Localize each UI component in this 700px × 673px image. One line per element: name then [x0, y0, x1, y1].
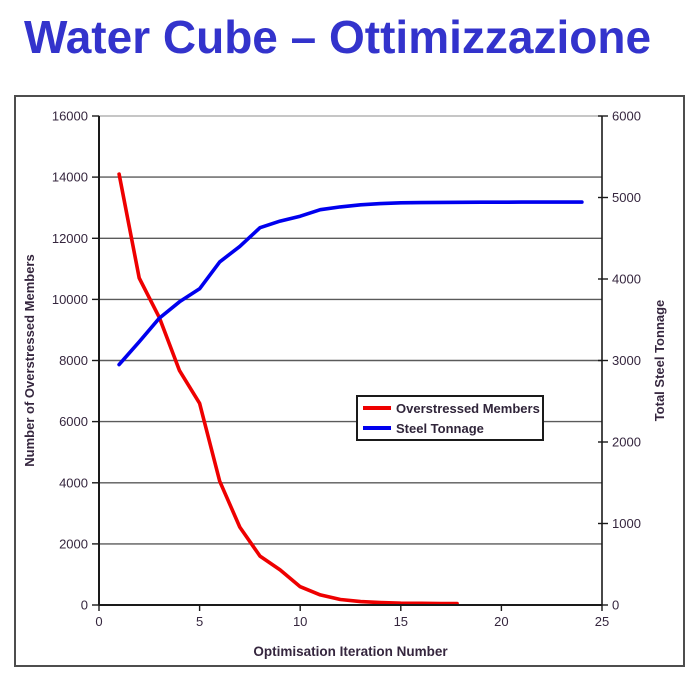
- y-left-tick-label: 4000: [59, 475, 88, 490]
- series-line-overstressed-members: [117, 172, 459, 606]
- legend-line-sample-red: [363, 406, 391, 410]
- legend-row-steel-tonnage: Steel Tonnage: [363, 419, 542, 437]
- y-right-tick-label: 2000: [612, 435, 641, 450]
- y-right-tick-label: 6000: [612, 109, 641, 124]
- y-right-tick-label: 4000: [612, 272, 641, 287]
- y-left-tick-label: 16000: [52, 109, 88, 124]
- y-right-tick-label: 1000: [612, 516, 641, 531]
- y-left-tick-label: 10000: [52, 292, 88, 307]
- y-left-tick-label: 14000: [52, 170, 88, 185]
- y-left-tick-label: 6000: [59, 414, 88, 429]
- x-tick-label: 15: [394, 614, 408, 629]
- x-tick-label: 5: [196, 614, 203, 629]
- chart-legend: Overstressed Members Steel Tonnage: [356, 395, 544, 441]
- series-line-steel-tonnage: [117, 200, 584, 367]
- x-tick-label: 25: [595, 614, 609, 629]
- chart: 0 2000 4000 6000 8000 10000 12000 14000 16000 0 10…: [14, 95, 685, 667]
- axis-title-left: Number of Overstressed Members: [22, 254, 37, 466]
- legend-line-sample-blue: [363, 426, 391, 430]
- axis-title-right: Total Steel Tonnage: [652, 300, 667, 422]
- y-left-tick-label: 0: [81, 598, 88, 613]
- y-left-tick-label: 12000: [52, 231, 88, 246]
- y-left-tick-label: 2000: [59, 536, 88, 551]
- x-tick-label: 0: [95, 614, 102, 629]
- x-tick-label: 20: [494, 614, 508, 629]
- chart-plot: 0200040006000800010000120001400016000010…: [14, 95, 685, 667]
- axis-title-bottom: Optimisation Iteration Number: [253, 644, 448, 659]
- legend-row-overstressed-members: Overstressed Members: [363, 399, 542, 417]
- legend-label: Overstressed Members: [396, 400, 540, 416]
- y-right-tick-label: 0: [612, 598, 619, 613]
- y-right-tick-label: 5000: [612, 190, 641, 205]
- page-title: Water Cube – Ottimizzazione: [24, 11, 652, 63]
- chart-border: [14, 95, 685, 667]
- x-tick-label: 10: [293, 614, 307, 629]
- y-left-tick-label: 8000: [59, 353, 88, 368]
- legend-label: Steel Tonnage: [396, 420, 484, 436]
- y-right-tick-label: 3000: [612, 353, 641, 368]
